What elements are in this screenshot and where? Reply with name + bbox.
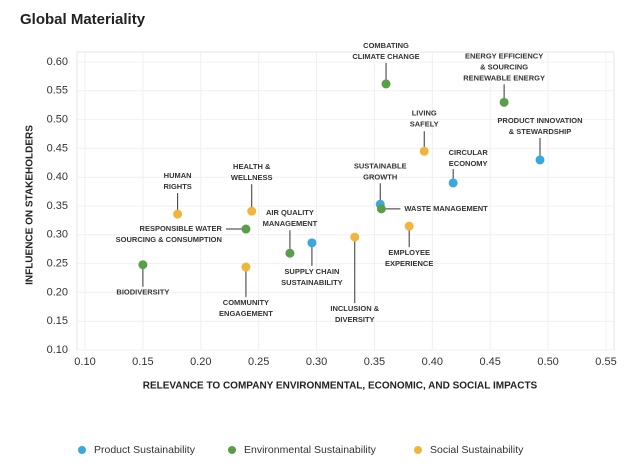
point (241, 224, 251, 234)
point (419, 146, 429, 156)
point-label: HUMAN (164, 171, 192, 180)
x-axis-title: RELEVANCE TO COMPANY ENVIRONMENTAL, ECON… (143, 381, 538, 392)
point-label: SOURCING & CONSUMPTION (116, 235, 222, 244)
point-label: SUPPLY CHAIN (284, 267, 339, 276)
point-label: & STEWARDSHIP (509, 127, 572, 136)
point-label: DIVERSITY (335, 315, 375, 324)
point-label: EXPERIENCE (385, 259, 433, 268)
point-label: LIVING (412, 108, 437, 117)
point-label: SUSTAINABILITY (281, 278, 343, 287)
legend-marker (78, 446, 86, 454)
point-label: RENEWABLE ENERGY (463, 73, 545, 82)
y-tick-label: 0.30 (47, 229, 68, 241)
point-label: ENERGY EFFICIENCY (465, 51, 543, 60)
y-tick-label: 0.35 (47, 200, 68, 212)
point (499, 97, 509, 107)
x-tick-label: 0.20 (190, 356, 211, 368)
point-label: MANAGEMENT (263, 219, 318, 228)
y-tick-label: 0.50 (47, 114, 68, 126)
x-tick-label: 0.55 (595, 356, 616, 368)
y-tick-label: 0.60 (47, 56, 68, 68)
y-tick-label: 0.20 (47, 286, 68, 298)
point (285, 248, 295, 258)
point-label: RIGHTS (163, 182, 191, 191)
point-label: SUSTAINABLE (354, 161, 407, 170)
point (376, 204, 386, 214)
point-label: RESPONSIBLE WATER (140, 224, 223, 233)
y-tick-label: 0.15 (47, 315, 68, 327)
point-label: CIRCULAR (449, 148, 489, 157)
y-tick-label: 0.55 (47, 85, 68, 97)
x-tick-label: 0.45 (480, 356, 501, 368)
legend-label: Social Sustainability (430, 444, 524, 456)
point-label: PRODUCT INNOVATION (497, 116, 582, 125)
point-label: EMPLOYEE (388, 248, 430, 257)
point-label: ECONOMY (449, 159, 488, 168)
point-label: AIR QUALITY (266, 208, 314, 217)
point-label: ENGAGEMENT (219, 309, 273, 318)
point (350, 232, 360, 242)
legend-marker (228, 446, 236, 454)
point-label: BIODIVERSITY (116, 288, 169, 297)
point (404, 221, 414, 231)
y-tick-label: 0.10 (47, 344, 68, 356)
x-tick-label: 0.30 (306, 356, 327, 368)
y-tick-label: 0.40 (47, 171, 68, 183)
point (448, 178, 458, 188)
y-tick-label: 0.45 (47, 142, 68, 154)
point (241, 262, 251, 272)
point-label: WELLNESS (231, 173, 273, 182)
y-tick-label: 0.25 (47, 258, 68, 270)
legend-marker (414, 446, 422, 454)
point-label: GROWTH (363, 172, 397, 181)
point (247, 206, 257, 216)
x-tick-label: 0.15 (132, 356, 153, 368)
point-label: CLIMATE CHANGE (352, 52, 419, 61)
point-label: COMMUNITY (223, 298, 269, 307)
x-tick-label: 0.40 (422, 356, 443, 368)
point-label: WASTE MANAGEMENT (404, 204, 488, 213)
point-label: SAFELY (410, 119, 439, 128)
x-tick-label: 0.10 (74, 356, 95, 368)
x-tick-label: 0.35 (364, 356, 385, 368)
chart-title: Global Materiality (20, 11, 146, 28)
point-label: COMBATING (363, 41, 409, 50)
point-label: INCLUSION & (330, 304, 379, 313)
point-label: & SOURCING (480, 62, 528, 71)
point (535, 155, 545, 165)
x-tick-label: 0.50 (537, 356, 558, 368)
point (138, 260, 148, 270)
legend-label: Product Sustainability (94, 444, 196, 456)
point (307, 238, 317, 248)
point (381, 79, 391, 89)
x-tick-label: 0.25 (248, 356, 269, 368)
point-label: HEALTH & (233, 162, 271, 171)
legend-label: Environmental Sustainability (244, 444, 377, 456)
y-axis-title: INFLUENCE ON STAKEHOLDERS (25, 125, 36, 285)
point (173, 209, 183, 219)
